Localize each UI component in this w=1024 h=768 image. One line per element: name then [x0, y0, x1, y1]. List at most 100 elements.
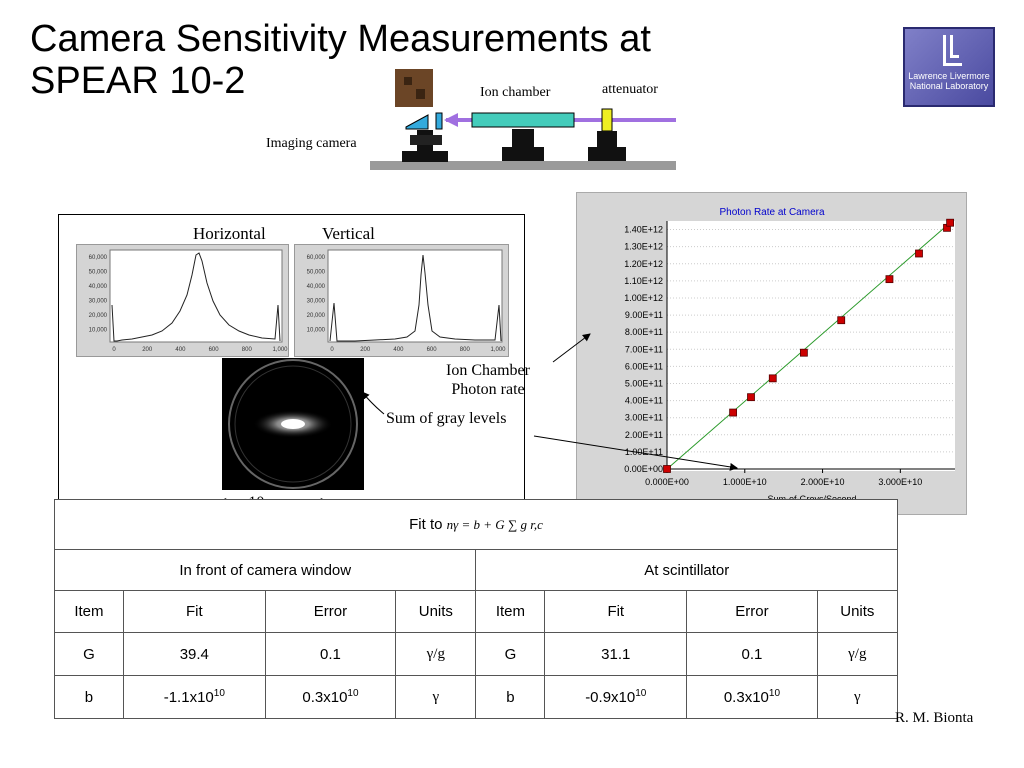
chart-data-point — [885, 275, 894, 284]
row-b-item-a: b — [54, 675, 124, 719]
ion-chamber-annotation-line1: Ion Chamber — [446, 362, 530, 379]
profile-x-tick: 400 — [175, 347, 186, 353]
row-g-item-b: G — [475, 632, 546, 676]
ion-chamber-annotation-line2: Photon rate — [451, 381, 525, 398]
chart-y-tick: 1.10E+12 — [624, 276, 663, 286]
vertical-profile-curve — [329, 254, 502, 342]
fit-prefix: Fit to — [409, 516, 443, 533]
fit-results-table: Fit to nγ = b + G ∑ g r,c In front of ca… — [53, 499, 899, 719]
profile-x-tick: 200 — [360, 347, 371, 353]
vertical-label: Vertical — [322, 224, 375, 243]
header-units-b: Units — [816, 590, 899, 633]
chart-y-tick: 1.00E+12 — [624, 293, 663, 303]
attenuator-label: attenuator — [602, 82, 658, 97]
chart-y-tick: 1.20E+12 — [624, 259, 663, 269]
table-row: G 39.4 0.1 γ/g G 31.1 0.1 γ/g — [54, 632, 899, 676]
fit-formula-row: Fit to nγ = b + G ∑ g r,c — [54, 499, 898, 550]
row-g-units-a: γ/g — [395, 632, 477, 676]
photon-rate-chart: Photon Rate at Camera 0.00E+00 1.00E+11 2.… — [576, 192, 967, 515]
chart-y-tick: 6.00E+11 — [625, 361, 663, 371]
fit-formula-cell: Fit to nγ = b + G ∑ g r,c — [54, 499, 898, 550]
beam-arrow-icon — [444, 113, 458, 127]
header-fit-b: Fit — [544, 590, 688, 633]
header-error-b: Error — [686, 590, 818, 633]
chart-y-tick: 4.00E+11 — [625, 396, 663, 406]
chart-x-tick: 3.000E+10 — [878, 477, 922, 487]
chart-data-point — [729, 408, 738, 417]
profile-x-tick: 600 — [209, 347, 220, 353]
profile-x-tick: 200 — [142, 347, 153, 353]
chart-plot-area — [667, 221, 955, 471]
logo-line-1: Lawrence Livermore — [908, 71, 990, 81]
chart-data-point — [946, 218, 955, 227]
ion-chamber-icon — [471, 112, 575, 128]
header-error-a: Error — [264, 590, 397, 633]
profile-y-tick: 40,000 — [307, 284, 326, 290]
header-item-b: Item — [475, 590, 546, 633]
header-fit-a: Fit — [122, 590, 266, 633]
author-credit: R. M. Bionta — [895, 710, 974, 726]
title-line-2: SPEAR 10-2 — [30, 60, 246, 102]
row-b-item-b: b — [475, 675, 546, 719]
mirror-prism-icon — [405, 114, 429, 130]
header-units-a: Units — [395, 590, 477, 633]
column-header-row: Item Fit Error Units Item Fit Error Unit… — [54, 590, 899, 633]
optical-rail — [370, 161, 676, 170]
profile-x-tick: 600 — [427, 347, 438, 353]
chart-y-tick: 2.00E+11 — [625, 430, 663, 440]
ion-chamber-label: Ion chamber — [480, 85, 551, 100]
table-row: b -1.1x1010 0.3x1010 γ b -0.9x1010 0.3x1… — [54, 675, 899, 719]
vertical-profile-svg: 60,000 50,000 40,000 30,000 20,000 10,000 0 200… — [307, 249, 506, 353]
beam-image — [222, 358, 364, 490]
row-g-units-b: γ/g — [816, 632, 899, 676]
row-g-item-a: G — [54, 632, 124, 676]
chart-y-tick: 7.00E+11 — [625, 344, 663, 354]
chart-data-point — [799, 348, 808, 357]
profile-y-tick: 50,000 — [89, 270, 108, 276]
profile-y-tick: 30,000 — [307, 299, 326, 305]
profile-y-tick: 20,000 — [89, 313, 108, 319]
logo-line-2: National Laboratory — [909, 81, 989, 91]
setup-diagram — [370, 69, 676, 170]
chart-data-point — [837, 316, 846, 325]
ion-chamber-stand — [502, 147, 544, 161]
chart-data-point — [915, 249, 923, 258]
horizontal-profile-svg: 60,000 50,000 40,000 30,000 20,000 10,000 0 200… — [89, 249, 288, 353]
chart-y-tick: 1.00E+11 — [625, 447, 663, 457]
profile-y-tick: 20,000 — [307, 313, 326, 319]
profile-x-tick: 800 — [242, 347, 253, 353]
sum-gray-annotation: Sum of gray levels — [386, 410, 507, 427]
profile-x-tick: 400 — [393, 347, 404, 353]
horizontal-profile-plot: 60,000 50,000 40,000 30,000 20,000 10,000 0 200… — [76, 244, 289, 357]
profile-x-tick: 0 — [330, 347, 334, 353]
photon-rate-chart-svg: Photon Rate at Camera 0.00E+00 1.00E+11 2.… — [624, 207, 955, 504]
row-b-fit-b: -0.9x1010 — [544, 675, 688, 719]
row-b-units-a: γ — [395, 675, 477, 719]
row-g-error-b: 0.1 — [686, 632, 818, 676]
camera-window-icon — [435, 112, 443, 130]
chart-data-point — [768, 374, 777, 383]
profile-y-tick: 10,000 — [89, 328, 108, 334]
row-b-error-b: 0.3x1010 — [686, 675, 818, 719]
group-front: In front of camera window — [53, 549, 477, 591]
chart-y-tick: 8.00E+11 — [625, 327, 663, 337]
camera-stand-base — [402, 151, 448, 162]
fit-line — [666, 222, 951, 470]
chart-y-tick: 1.30E+12 — [624, 242, 663, 252]
header-item-a: Item — [54, 590, 124, 633]
attenuator-stand — [588, 147, 626, 161]
profile-y-tick: 60,000 — [89, 255, 108, 261]
title-line-1: Camera Sensitivity Measurements at — [30, 18, 651, 60]
row-b-fit-a: -1.1x1010 — [122, 675, 266, 719]
llnl-logo-text: Lawrence Livermore National Laboratory — [905, 71, 993, 91]
chart-x-tick: 1.000E+10 — [723, 477, 767, 487]
row-b-units-b: γ — [816, 675, 899, 719]
llnl-logo-mark-icon — [943, 35, 962, 66]
ion-chamber-annotation: Ion Chamber Photon rate — [446, 361, 530, 399]
chart-data-point — [747, 393, 755, 402]
chart-y-tick: 0.00E+00 — [624, 464, 663, 474]
profile-y-tick: 10,000 — [307, 328, 326, 334]
profile-x-tick: 0 — [112, 347, 116, 353]
chart-data-point — [663, 465, 671, 473]
vertical-profile-plot: 60,000 50,000 40,000 30,000 20,000 10,000 0 200… — [294, 244, 509, 357]
